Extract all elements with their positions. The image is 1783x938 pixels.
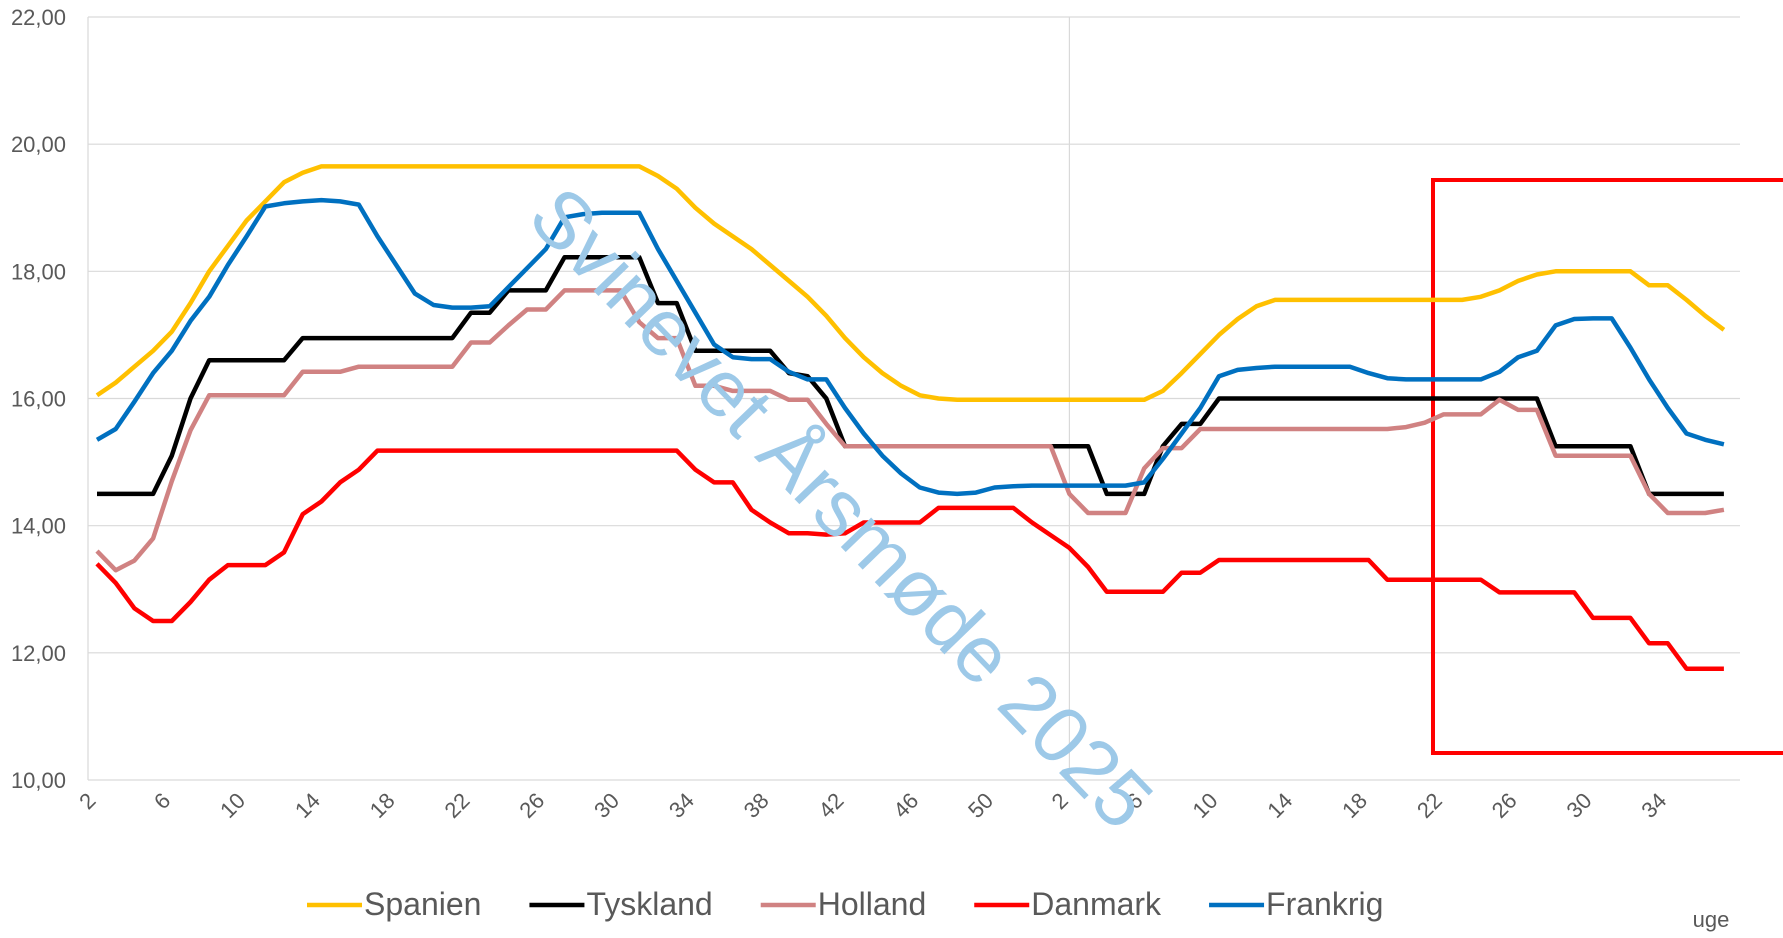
- y-tick-label: 14,00: [11, 514, 66, 539]
- x-tick-label: 38: [739, 788, 774, 823]
- x-tick-label: 50: [963, 788, 998, 823]
- x-tick-label: 18: [1337, 788, 1372, 823]
- x-tick-label: 30: [589, 788, 624, 823]
- series-line: [95, 164, 1726, 403]
- y-tick-label: 22,00: [11, 5, 66, 30]
- x-tick-label: 30: [1562, 788, 1597, 823]
- x-tick-label: 10: [215, 788, 250, 823]
- y-tick-label: 18,00: [11, 259, 66, 284]
- y-tick-label: 10,00: [11, 768, 66, 793]
- x-tick-label: 10: [1188, 788, 1223, 823]
- x-tick-label: 26: [514, 788, 549, 823]
- legend-label: Frankrig: [1266, 886, 1383, 922]
- x-tick-label: 14: [290, 788, 325, 823]
- series-line: [95, 448, 1724, 671]
- y-tick-label: 16,00: [11, 387, 66, 412]
- legend-label: Spanien: [364, 886, 481, 922]
- legend-label: Tyskland: [586, 886, 712, 922]
- series-line: [97, 255, 1724, 497]
- x-tick-label: 46: [888, 788, 923, 823]
- x-tick-label: 14: [1262, 788, 1297, 823]
- x-axis-label: uge: [1693, 907, 1730, 932]
- y-tick-label: 20,00: [11, 132, 66, 157]
- x-tick-label: 6: [149, 788, 175, 814]
- x-tick-label: 34: [1636, 788, 1671, 823]
- x-tick-label: 18: [365, 788, 400, 823]
- series-line: [95, 197, 1725, 497]
- x-tick-label: 42: [814, 788, 849, 823]
- legend-label: Danmark: [1031, 886, 1162, 922]
- x-tick-label: 2: [74, 788, 100, 814]
- x-tick-label: 22: [440, 788, 475, 823]
- y-tick-label: 12,00: [11, 641, 66, 666]
- x-tick-label: 34: [664, 788, 699, 823]
- x-tick-label: 22: [1412, 788, 1447, 823]
- highlight-box: [1431, 178, 1783, 755]
- x-tick-label: 26: [1487, 788, 1522, 823]
- legend-label: Holland: [818, 886, 927, 922]
- series-line: [95, 288, 1725, 573]
